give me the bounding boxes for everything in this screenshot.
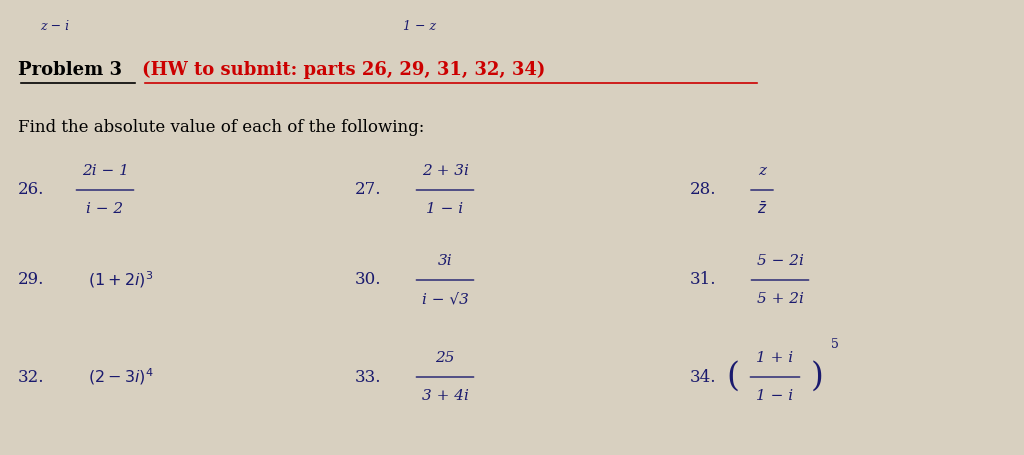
- Text: 30.: 30.: [355, 272, 382, 288]
- Text: 25: 25: [435, 351, 455, 365]
- Text: 1 + i: 1 + i: [757, 351, 794, 365]
- Text: Find the absolute value of each of the following:: Find the absolute value of each of the f…: [18, 118, 424, 136]
- Text: 31.: 31.: [690, 272, 717, 288]
- Text: Problem 3: Problem 3: [18, 61, 128, 79]
- Text: 1 − i: 1 − i: [757, 389, 794, 403]
- Text: 3 + 4i: 3 + 4i: [422, 389, 468, 403]
- Text: 33.: 33.: [355, 369, 382, 385]
- Text: 5 + 2i: 5 + 2i: [757, 292, 804, 306]
- Text: $(2 - 3i)^4$: $(2 - 3i)^4$: [88, 367, 154, 387]
- Text: z: z: [758, 164, 766, 178]
- Text: 3i: 3i: [437, 254, 453, 268]
- Text: 1 − i: 1 − i: [426, 202, 464, 216]
- Text: 34.: 34.: [690, 369, 717, 385]
- Text: 5: 5: [831, 339, 839, 352]
- Text: i − √3: i − √3: [422, 292, 468, 306]
- Text: 2i − 1: 2i − 1: [82, 164, 128, 178]
- Text: $(1 + 2i)^3$: $(1 + 2i)^3$: [88, 270, 154, 290]
- Text: (: (: [726, 361, 739, 393]
- Text: 32.: 32.: [18, 369, 44, 385]
- Text: z − i: z − i: [40, 20, 70, 34]
- Text: 28.: 28.: [690, 182, 717, 198]
- Text: i − 2: i − 2: [86, 202, 124, 216]
- Text: 26.: 26.: [18, 182, 44, 198]
- Text: 2 + 3i: 2 + 3i: [422, 164, 468, 178]
- Text: (HW to submit: parts 26, 29, 31, 32, 34): (HW to submit: parts 26, 29, 31, 32, 34): [142, 61, 546, 79]
- Text: ): ): [811, 361, 823, 393]
- Text: 1 − z: 1 − z: [403, 20, 436, 34]
- Text: 5 − 2i: 5 − 2i: [757, 254, 804, 268]
- Text: $\bar{z}$: $\bar{z}$: [757, 201, 767, 217]
- Text: 27.: 27.: [355, 182, 382, 198]
- Text: 29.: 29.: [18, 272, 44, 288]
